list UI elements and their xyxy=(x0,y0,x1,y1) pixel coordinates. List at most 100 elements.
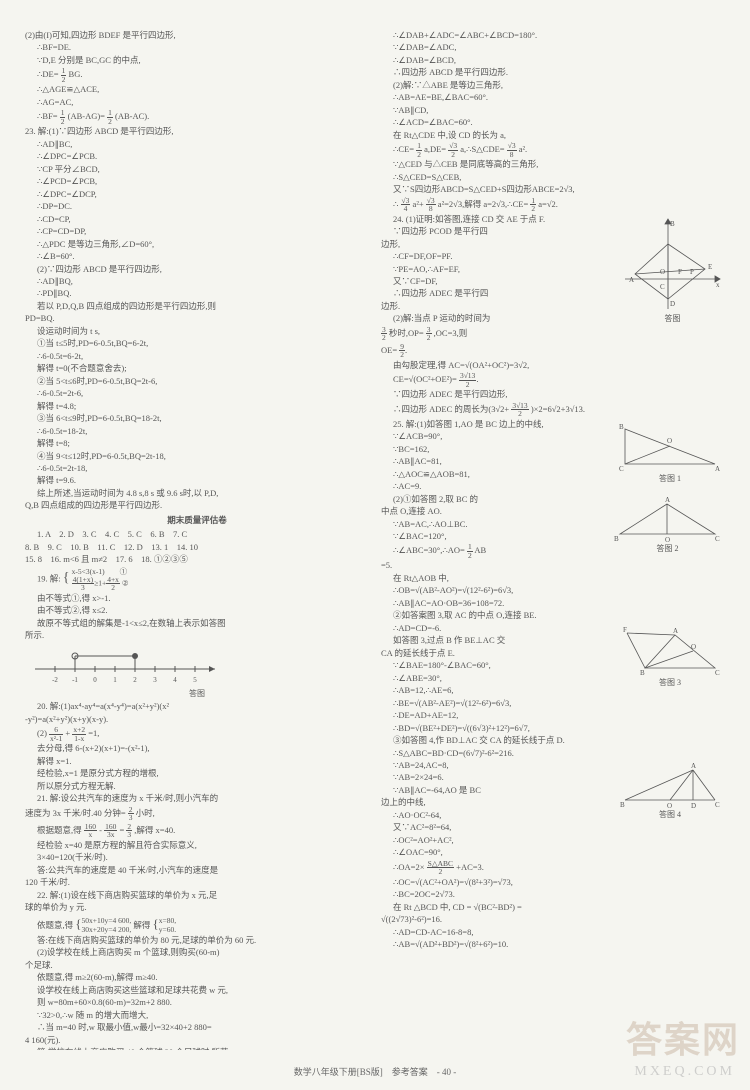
frac: 92 xyxy=(399,343,405,359)
text: ∴∠DPC=∠PCB. xyxy=(25,151,369,162)
text: 由不等式②,得 x≤2. xyxy=(25,605,369,616)
txt: a². xyxy=(519,144,527,154)
svg-text:O: O xyxy=(691,643,696,651)
svg-text:A: A xyxy=(665,496,670,504)
txt: 根据题意,得 xyxy=(37,825,82,835)
svg-text:B: B xyxy=(640,669,645,677)
number-line-diagram: -2 -1 0 1 2 3 4 5 答图 xyxy=(25,644,369,700)
text: √((2√73)²-6²)=16. xyxy=(381,914,725,925)
svg-text:A: A xyxy=(691,762,696,770)
text: 所以原分式方程无解. xyxy=(25,781,369,792)
svg-text:3: 3 xyxy=(153,676,157,684)
txt: 速度为 3x 千米/时.40 分钟= xyxy=(25,808,126,818)
txt: ∴ xyxy=(393,199,398,209)
text: (2) 6x²-1 + x+21-x =1, xyxy=(25,726,369,742)
text: 设运动时间为 t s, xyxy=(25,326,369,337)
text: 解得 t=9.6. xyxy=(25,475,369,486)
text: 21. 解:设公共汽车的速度为 x 千米/时,则小汽车的 xyxy=(25,793,369,804)
text: ∴DE= 12 BG. xyxy=(25,67,369,83)
text: ∴四边形 ADEC 的周长为(3√2+ 3√132 )×2=6√2+3√13. xyxy=(381,402,725,418)
svg-text:1: 1 xyxy=(113,676,117,684)
text: ∴BD=√(BE²+DE²)=√((6√3)²+12²)=6√7, xyxy=(381,723,725,734)
txt: 秒时,OP= xyxy=(389,328,424,338)
svg-text:-1: -1 xyxy=(72,676,78,684)
text: ∴ √34 a²+ √38 a²=2√3,解得 a=2√3,∴CE= 12 a=… xyxy=(381,197,725,213)
txt: a,DE= xyxy=(424,144,446,154)
svg-text:C: C xyxy=(715,801,720,809)
svg-text:D: D xyxy=(691,802,696,810)
answers: 1. A 2. D 3. C 4. C 5. C 6. B 7. C xyxy=(25,529,369,540)
txt: a²+ xyxy=(413,199,424,209)
text: ∴AD∥BQ, xyxy=(25,276,369,287)
txt: BG. xyxy=(69,69,83,79)
text: ∴△AGE≌△ACE, xyxy=(25,84,369,95)
text: ∴四边形 ABCD 是平行四边形. xyxy=(381,67,725,78)
frac: 6x²-1 xyxy=(49,726,63,742)
frac: √32 xyxy=(448,142,458,158)
txt: = xyxy=(119,825,124,835)
text: 23. 解:(1)∵四边形 ABCD 是平行四边形, xyxy=(25,126,369,137)
svg-text:C: C xyxy=(715,535,720,543)
frac: 12 xyxy=(416,142,422,158)
text: Q,B 四点组成的四边形是平行四边形. xyxy=(25,500,369,511)
text: ∴AG=AC, xyxy=(25,97,369,108)
text: ∴BF= 12 (AB-AG)= 12 (AB-AC). xyxy=(25,109,369,125)
txt: a²=2√3,解得 a=2√3,∴CE= xyxy=(438,199,528,209)
svg-text:P: P xyxy=(690,268,694,276)
diagram-label: 答图 xyxy=(25,689,369,700)
text: 又∵S四边形ABCD=S△CED+S四边形ABCE=2√3, xyxy=(381,184,725,195)
text: 由不等式①,得 x>-1. xyxy=(25,593,369,604)
text: ∴CE= 12 a,DE= √32 a,∴S△CDE= √38 a². xyxy=(381,142,725,158)
diagram-label: 答图 xyxy=(620,314,725,325)
svg-text:B: B xyxy=(619,423,624,431)
diagram-1: B O F P E x A D C 答图 xyxy=(620,214,725,325)
text: 则 w=80m+60×0.8(60-m)=32m+2 880. xyxy=(25,997,369,1008)
text: ②当 5<t≤6时,PD=6-0.5t,BQ=2t-6, xyxy=(25,376,369,387)
txt: 19. 解: xyxy=(37,573,61,583)
frac: 3√132 xyxy=(459,372,476,388)
svg-text:F: F xyxy=(678,268,682,276)
text: 又∵AC²=8²=64, xyxy=(381,822,725,833)
section-title: 期末质量评估卷 xyxy=(25,515,369,526)
text: ∵∠DAB=∠ADC, xyxy=(381,42,725,53)
frac: 12 xyxy=(467,543,473,559)
svg-text:D: D xyxy=(670,300,675,308)
text: ∵AB∥CD, xyxy=(381,105,725,116)
frac: √34 xyxy=(401,197,411,213)
text: ∴OC²=AO²+AC², xyxy=(381,835,725,846)
text: ∴OC=√(AC²+OA²)=√(8²+3²)=√73, xyxy=(381,877,725,888)
text: ∴∠ACD=∠BAC=60°. xyxy=(381,117,725,128)
text: 经检验 x=40 是原方程的解且符合实际意义, xyxy=(25,840,369,851)
text: ∴AD=CD-AC=16-8=8, xyxy=(381,927,725,938)
frac: 160x xyxy=(84,823,97,839)
txt: (2) xyxy=(37,728,47,738)
text: ∴BC=2OC=2√73. xyxy=(381,889,725,900)
text: -y²)=a(x²+y²)(x+y)(x-y). xyxy=(25,714,369,725)
frac: 12 xyxy=(107,109,113,125)
frac: 4+x2 xyxy=(106,576,120,592)
text: 在 Rt △BCD 中, CD = √(BC²-BD²) = xyxy=(381,902,725,913)
diagram-3: A B O C 答图 2 xyxy=(610,494,725,555)
text: 球的单价为 y 元. xyxy=(25,902,369,913)
frac: 3√132 xyxy=(511,402,528,418)
txt: +AC=3. xyxy=(456,862,484,872)
svg-text:2: 2 xyxy=(133,676,137,684)
text: 解得 t=4.8; xyxy=(25,401,369,412)
text: (2)设学校在线上商店购买 m 个篮球,则购买(60-m) xyxy=(25,947,369,958)
svg-text:B: B xyxy=(614,535,619,543)
svg-text:B: B xyxy=(670,220,675,228)
text: 答:在线下商店购买篮球的单价为 80 元,足球的单价为 60 元. xyxy=(25,935,369,946)
text: ∴OA=2× S△ABC2 +AC=3. xyxy=(381,860,725,876)
text: ∴△PDC 是等边三角形,∠D=60°, xyxy=(25,239,369,250)
text: ①当 t≤5时,PD=6-0.5t,BQ=6-2t, xyxy=(25,338,369,349)
frac: 23 xyxy=(128,806,134,822)
text: 32 秒时,OP= 32 ,OC=3,则 xyxy=(381,326,725,342)
text: ∴∠PCD=∠PCB, xyxy=(25,176,369,187)
frac: 12 xyxy=(61,67,67,83)
svg-text:O: O xyxy=(665,536,670,544)
text: 答:学校在线上商店购买 40 个篮球,20 个足球时,所花 xyxy=(25,1047,369,1050)
text: 设学校在线上商店购买这些篮球和足球共花费 w 元, xyxy=(25,985,369,996)
text: ∴CD=CP, xyxy=(25,214,369,225)
txt: 解得 xyxy=(133,920,150,930)
answers: 8. B 9. C 10. B 11. C 12. D 13. 1 14. 10 xyxy=(25,542,369,553)
